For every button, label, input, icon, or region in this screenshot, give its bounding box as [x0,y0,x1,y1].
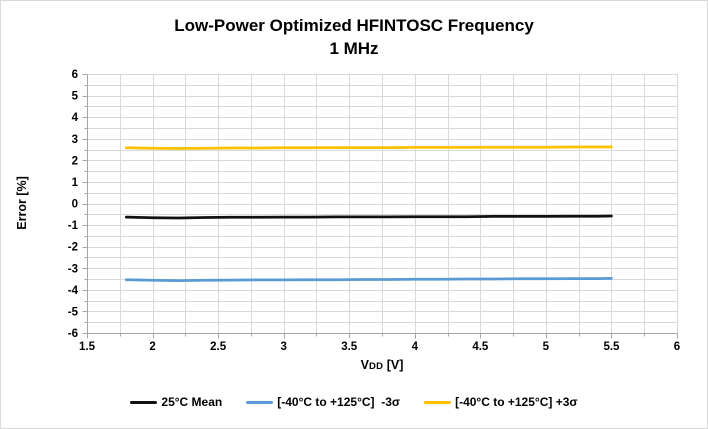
x-tick-label: 3 [280,341,286,353]
chart-title-line2: 1 MHz [329,39,379,58]
chart-title-line1: Low-Power Optimized HFINTOSC Frequency [174,16,534,35]
series-line-0 [124,214,613,220]
series-line-1 [124,277,613,282]
y-tick-label: -2 [68,242,78,254]
y-tick-label: 1 [72,177,79,189]
y-tick-label: 2 [72,155,78,167]
chart-title: Low-Power Optimized HFINTOSC Frequency 1… [1,14,707,60]
x-tick-label: 4 [412,341,419,353]
legend-item-minus3sigma: [-40°C to +125°C] -3σ [246,395,400,409]
y-tick-label: 3 [72,134,78,146]
y-axis-title: Error [%] [15,176,29,230]
x-axis-title-base: V [360,358,369,372]
x-tick-label: 6 [674,341,680,353]
x-tick-label: 4.5 [472,341,489,353]
x-axis-title-subscript: DD [368,361,384,372]
x-axis-title: VDD [V] [87,358,677,372]
y-tick-label: 5 [72,91,79,103]
legend-line-swatch-plus3sigma [424,400,452,404]
legend-line-swatch-minus3sigma [246,400,274,404]
legend-label-plus3sigma: [-40°C to +125°C] +3σ [455,395,578,409]
x-tick-label: 5 [543,341,550,353]
y-tick-label: -4 [68,285,79,297]
legend: 25°C Mean [-40°C to +125°C] -3σ [-40°C t… [1,395,707,409]
x-tick-label: 2.5 [210,341,227,353]
x-tick-label: 3.5 [341,341,358,353]
series-line-2 [124,145,613,150]
x-tick-label: 5.5 [603,341,620,353]
y-tick-label: -1 [68,220,79,232]
y-tick-label: 6 [72,69,78,81]
y-tick-label: -6 [68,328,78,340]
y-tick-label: -5 [68,306,79,318]
x-tick-label: 1.5 [79,341,96,353]
x-tick-label: 2 [149,341,155,353]
y-tick-label: -3 [68,263,78,275]
legend-line-swatch-mean [130,400,158,404]
legend-label-minus3sigma: [-40°C to +125°C] -3σ [277,395,401,409]
legend-item-mean: 25°C Mean [130,395,222,409]
y-tick-label: 0 [72,199,78,211]
x-axis-title-unit: [V] [383,358,404,372]
legend-item-plus3sigma: [-40°C to +125°C] +3σ [424,395,578,409]
legend-label-mean: 25°C Mean [161,395,223,409]
y-tick-label: 4 [72,112,79,124]
